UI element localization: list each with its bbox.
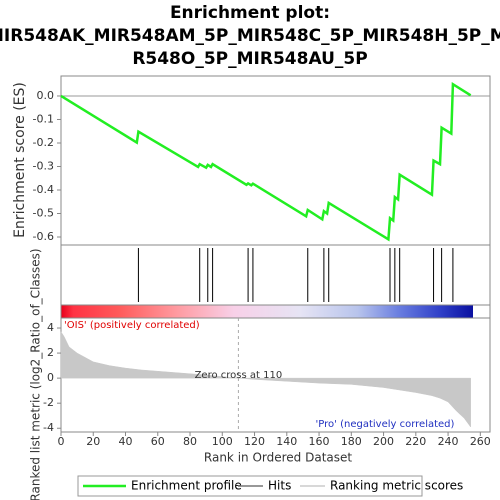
x-axis-label: Rank in Ordered Dataset: [204, 451, 352, 465]
x-tick-label: 260: [470, 435, 491, 448]
es-frame: [60, 75, 491, 246]
y-tick-label: 0.0: [37, 89, 55, 102]
y-tick-label: 2: [47, 346, 54, 359]
legend-label: Hits: [268, 479, 291, 493]
y-tick-label: -0.3: [33, 159, 54, 172]
metric-area: [60, 330, 471, 428]
x-tick-label: 240: [438, 435, 459, 448]
zero-cross-label: Zero cross at 110: [195, 370, 283, 381]
y-tick-label: -0.5: [33, 207, 54, 220]
x-tick-label: 180: [341, 435, 362, 448]
chart-title: Enrichment plot:: [170, 3, 330, 23]
y-tick-label: -2: [43, 396, 54, 409]
y-tick-label: -4: [43, 421, 54, 434]
y-tick-label: -0.2: [33, 136, 54, 149]
x-tick-label: 120: [244, 435, 265, 448]
x-tick-label: 160: [309, 435, 330, 448]
y-tick-label: -0.6: [33, 230, 54, 243]
y-tick-label: 4: [47, 321, 54, 334]
x-tick-label: 220: [405, 435, 426, 448]
x-tick-label: 200: [373, 435, 394, 448]
x-tick-label: 0: [58, 435, 65, 448]
x-tick-label: 100: [212, 435, 233, 448]
y-axis-label: Ranked list metric (log2_Ratio_of_Classe…: [29, 248, 43, 500]
x-tick-label: 140: [276, 435, 297, 448]
metric-frame: [60, 244, 491, 433]
x-tick-label: 80: [183, 435, 197, 448]
es-line: [60, 82, 472, 242]
x-tick-label: 40: [119, 435, 133, 448]
y-tick-label: -0.1: [33, 112, 54, 125]
y-tick-label: -0.4: [33, 183, 54, 196]
rank-color-bar: [61, 305, 473, 318]
y-tick-label: 0: [47, 371, 54, 384]
chart-title: MIR548AK_MIR548AM_5P_MIR548C_5P_MIR548H_…: [0, 26, 500, 46]
y-axis-label: Enrichment score (ES): [12, 82, 28, 238]
x-tick-label: 20: [86, 435, 100, 448]
negative-label: 'Pro' (negatively correlated): [316, 419, 455, 430]
x-tick-label: 60: [151, 435, 165, 448]
positive-label: 'OIS' (positively correlated): [64, 320, 200, 331]
legend-label: Enrichment profile: [131, 479, 242, 493]
chart-title: R548O_5P_MIR548AU_5P: [132, 49, 367, 69]
legend-label: Ranking metric scores: [330, 479, 463, 493]
